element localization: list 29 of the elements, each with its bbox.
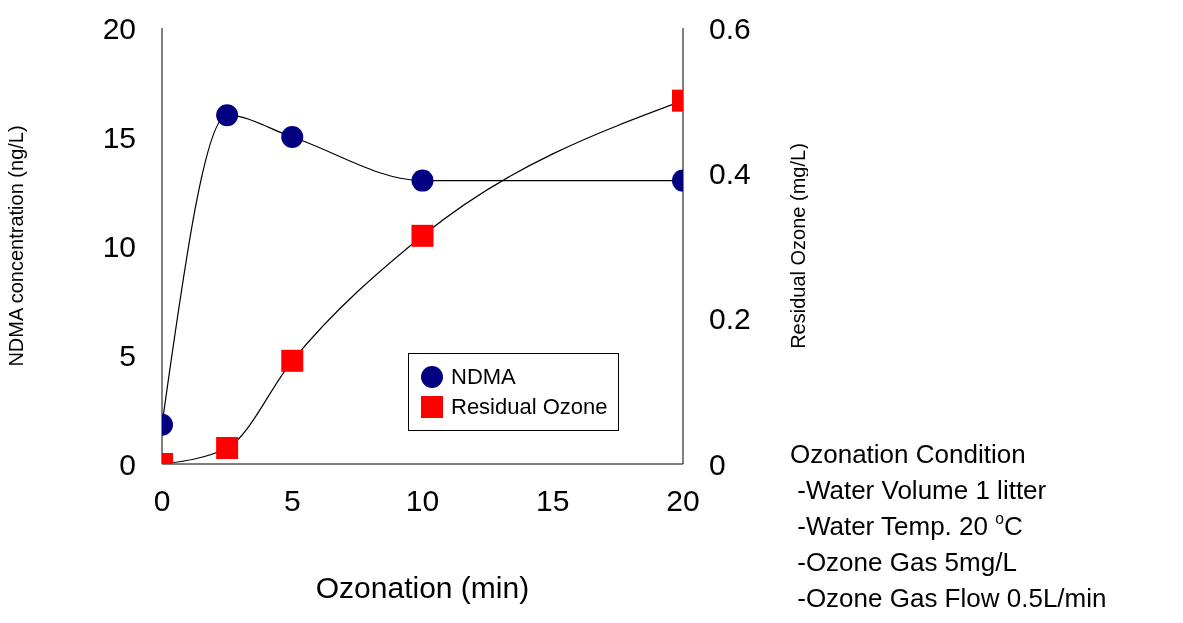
point (411, 224, 434, 247)
y-axis-title: NDMA concentration (ng/L) (5, 125, 28, 367)
x-tick-label: 0 (153, 484, 171, 518)
y-tick-label: 10 (102, 229, 136, 263)
text: -Water Temp. 20 $^{o}$C (796, 509, 1024, 543)
y2-tick-label: 0 (709, 447, 726, 481)
y-tick-label: 20 (102, 11, 136, 45)
y-tick-label: 5 (119, 338, 136, 372)
y2-tick-label: 0.6 (709, 11, 751, 45)
point (216, 104, 239, 127)
text: -Ozone Gas 5mg/L (796, 546, 1018, 579)
x-tick-label: 10 (405, 484, 440, 518)
x-tick-label: 20 (666, 484, 700, 518)
y-tick-label: 15 (102, 120, 136, 154)
legend-label: NDMA (451, 364, 516, 390)
text: -Ozone Gas Flow 0.5L/min (796, 582, 1107, 615)
text: -Water Volume 1 litter (796, 474, 1048, 507)
text: Ozonation Condition (790, 438, 1027, 471)
y2-tick-label: 0.4 (709, 156, 751, 190)
point (281, 349, 304, 372)
point (216, 437, 239, 460)
y-tick-label: 0 (119, 447, 136, 481)
x-tick-label: 15 (536, 484, 570, 518)
legend-label: Residual Ozone (451, 394, 608, 420)
point (281, 126, 304, 148)
x-axis-title: Ozonation (min) (315, 571, 530, 604)
x-tick-label: 5 (283, 484, 301, 518)
y2-tick-label: 0.2 (709, 302, 751, 336)
point (411, 169, 434, 192)
